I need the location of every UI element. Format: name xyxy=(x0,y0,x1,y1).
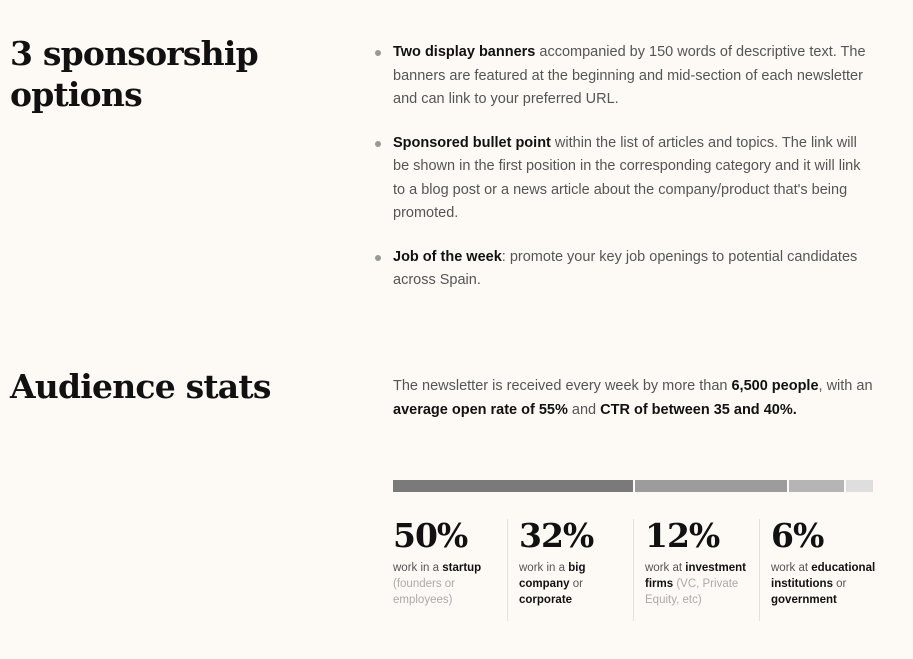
bullet-dot-icon xyxy=(375,254,381,261)
bar-segment-investment xyxy=(786,480,845,492)
stat-description: work in a startup (founders or employees… xyxy=(393,560,505,608)
stat-description: work in a big company or corporate xyxy=(519,560,631,608)
stat-note: (VC, Private Equity, etc) xyxy=(645,578,739,606)
stat-highlight: educational institutions xyxy=(771,562,876,590)
stat-note: (founders or employees) xyxy=(393,578,456,606)
sponsorship-option: Sponsored bullet point within the list o… xyxy=(375,132,870,226)
stat-corporate: 32% work in a big company or corporate xyxy=(507,516,631,621)
stat-percentage: 50% xyxy=(393,516,468,555)
stat-investment: 12% work at investment firms (VC, Privat… xyxy=(633,516,757,621)
stat-description: work at investment firms (VC, Private Eq… xyxy=(645,560,757,608)
stat-divider xyxy=(759,519,760,621)
stat-text: work in a xyxy=(393,562,443,574)
option-description: within the list of articles and topics. … xyxy=(393,134,861,222)
sponsorship-heading-line1: 3 sponsorship xyxy=(10,34,259,73)
sponsorship-option: Job of the week: promote your key job op… xyxy=(375,246,870,293)
summary-text: The newsletter is received every week by… xyxy=(393,378,732,394)
summary-text: and xyxy=(567,401,601,418)
stat-description: work at educational institutions or gove… xyxy=(771,560,883,608)
stat-text: work at xyxy=(645,562,686,574)
audience-heading: Audience stats xyxy=(10,367,271,406)
stat-startup: 50% work in a startup (founders or emplo… xyxy=(393,517,505,608)
stat-highlight: government xyxy=(771,594,837,606)
sponsorship-option: Two display banners accompanied by 150 w… xyxy=(375,41,870,112)
option-description: accompanied by 150 words of descriptive … xyxy=(393,44,866,107)
audience-breakdown-bar xyxy=(393,480,873,492)
stat-education: 6% work at educational institutions or g… xyxy=(759,516,883,621)
option-description: : promote your key job openings to poten… xyxy=(393,248,858,289)
stat-text: work in a xyxy=(519,562,569,574)
stat-highlight: startup xyxy=(442,562,482,574)
stat-percentage: 32% xyxy=(519,516,594,555)
summary-text: , with an xyxy=(818,378,873,394)
ctr-rate: CTR of between 35 and 40%. xyxy=(600,401,797,418)
option-title: Sponsored bullet point xyxy=(393,134,551,151)
bar-segment-startup xyxy=(393,480,633,492)
stat-highlight: investment firms xyxy=(645,562,746,590)
bar-segment-education xyxy=(844,480,873,492)
stat-highlight: corporate xyxy=(519,594,573,606)
stat-divider xyxy=(633,519,634,621)
sponsorship-options-list: Two display banners accompanied by 150 w… xyxy=(375,41,870,313)
bullet-dot-icon xyxy=(375,140,381,147)
sponsorship-heading-line2: options xyxy=(10,75,143,114)
stat-divider xyxy=(507,519,508,621)
stat-highlight: big company xyxy=(519,562,586,590)
sponsorship-heading: 3 sponsorship options xyxy=(10,33,259,115)
stat-percentage: 12% xyxy=(645,516,720,555)
bar-segment-corporate xyxy=(633,480,787,492)
stat-text: or xyxy=(832,578,847,590)
audience-breakdown-stats: 50% work in a startup (founders or emplo… xyxy=(393,517,893,627)
audience-summary: The newsletter is received every week by… xyxy=(393,375,883,422)
open-rate: average open rate of 55% xyxy=(393,401,568,418)
option-title: Two display banners xyxy=(393,44,536,60)
option-title: Job of the week xyxy=(393,248,502,265)
stat-text: or xyxy=(569,578,583,590)
stat-text: work at xyxy=(771,562,812,574)
subscriber-count: 6,500 people xyxy=(731,378,819,394)
stat-percentage: 6% xyxy=(771,516,824,555)
bullet-dot-icon xyxy=(375,50,381,56)
